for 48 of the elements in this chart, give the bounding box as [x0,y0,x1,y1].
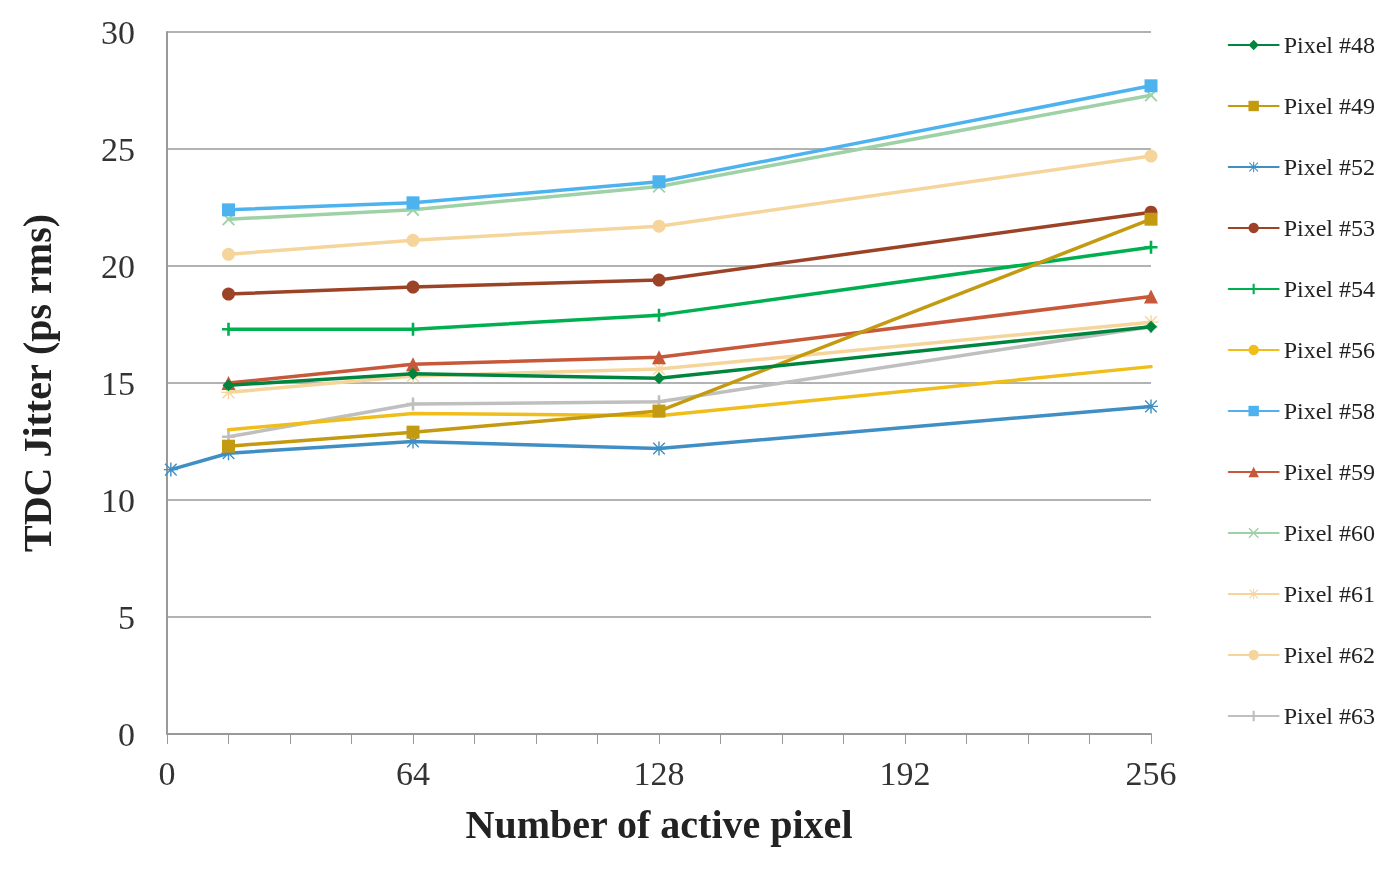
point [1144,399,1158,414]
y-tick-label: 10 [101,481,135,519]
point [652,273,666,287]
legend-label: Pixel #59 [1283,459,1376,485]
point [652,219,666,233]
legend-label: Pixel #60 [1283,520,1376,546]
legend-label: Pixel #63 [1283,703,1376,729]
x-tick-label: 128 [633,754,685,792]
point [652,350,666,365]
y-tick-label: 0 [118,715,135,753]
legend-label: Pixel #52 [1283,154,1376,180]
x-axis-title: Number of active pixel [465,801,853,847]
legend-label: Pixel #49 [1283,93,1376,119]
point [652,404,666,418]
y-tick-label: 20 [101,247,135,285]
point [222,287,235,301]
point [222,203,235,217]
point [163,462,178,477]
legend-label: Pixel #53 [1283,215,1376,241]
y-tick-label: 5 [118,598,135,636]
point [1144,212,1158,226]
y-tick-label: 25 [101,130,135,168]
y-axis-title: TDC Jitter (ps rms) [14,213,60,553]
point [406,280,420,294]
point [406,233,420,247]
y-tick-label: 30 [101,13,135,51]
point [1144,79,1158,93]
point [1144,289,1158,304]
legend-label: Pixel #54 [1283,276,1376,302]
y-tick-label: 15 [101,364,135,402]
legend-label: Pixel #61 [1283,581,1376,607]
point [406,425,420,439]
point [406,196,420,210]
legend-label: Pixel #48 [1283,32,1376,58]
legend-label: Pixel #62 [1283,642,1376,668]
point [1144,240,1158,254]
x-tick-label: 0 [158,754,176,792]
point [222,439,235,453]
point [1144,149,1158,163]
legend-label: Pixel #58 [1283,398,1376,424]
legend-label: Pixel #56 [1283,337,1376,363]
x-tick-label: 64 [396,754,430,792]
point [222,247,235,261]
point [652,175,666,189]
point [653,372,665,385]
x-tick-label: 192 [879,754,931,792]
point [652,441,666,456]
x-tick-label: 256 [1125,754,1177,792]
